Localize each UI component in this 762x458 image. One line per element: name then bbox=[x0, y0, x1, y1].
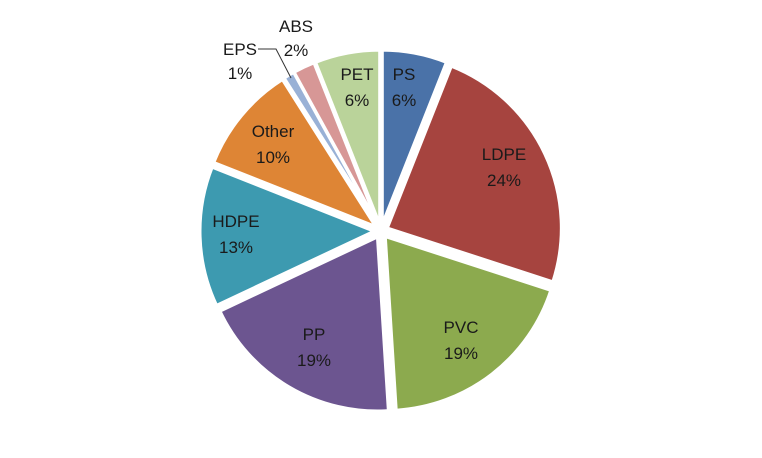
slice-value-eps: 1% bbox=[228, 64, 253, 83]
slice-value-abs: 2% bbox=[284, 41, 309, 60]
slice-label-pvc: PVC bbox=[444, 318, 479, 337]
slice-label-pp: PP bbox=[303, 325, 326, 344]
pie-slice-hdpe bbox=[198, 165, 378, 308]
slice-value-hdpe: 13% bbox=[219, 238, 253, 257]
slice-value-ldpe: 24% bbox=[487, 171, 521, 190]
slice-label-pet: PET bbox=[340, 65, 373, 84]
slice-label-ps: PS bbox=[393, 65, 416, 84]
slice-value-other: 10% bbox=[256, 148, 290, 167]
slice-label-eps: EPS bbox=[223, 40, 257, 59]
slice-value-pp: 19% bbox=[297, 351, 331, 370]
pie-slice-abs bbox=[292, 60, 380, 226]
pie-slice-other bbox=[211, 77, 380, 230]
slice-label-hdpe: HDPE bbox=[212, 212, 259, 231]
slice-label-ldpe: LDPE bbox=[482, 145, 526, 164]
slice-value-pet: 6% bbox=[345, 91, 370, 110]
slice-value-ps: 6% bbox=[392, 91, 417, 110]
pie-slice-ldpe bbox=[385, 64, 563, 284]
slice-label-abs: ABS bbox=[279, 17, 313, 36]
pie-slice-ps bbox=[380, 48, 449, 225]
pie-slice-pet bbox=[313, 48, 382, 225]
slice-value-pvc: 19% bbox=[444, 344, 478, 363]
leader-line-eps bbox=[258, 48, 292, 79]
slice-label-other: Other bbox=[252, 122, 295, 141]
pie-slice-pvc bbox=[383, 234, 553, 412]
pie-slice-pp bbox=[218, 234, 390, 413]
